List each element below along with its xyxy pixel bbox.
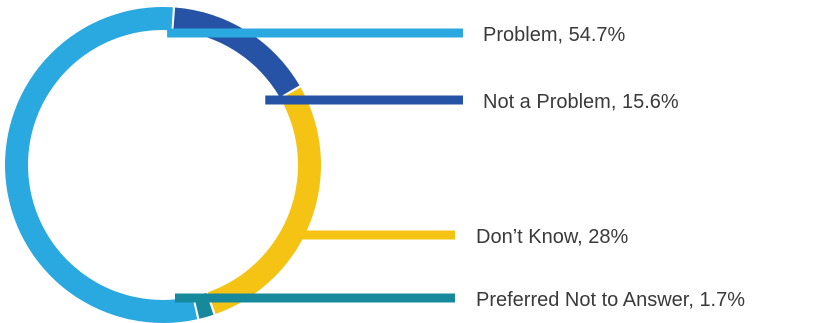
slice-labels: Problem, 54.7% Not a Problem, 15.6% Don’t … — [476, 24, 745, 311]
slice-don-t-know — [207, 87, 321, 314]
slice-label: Not a Problem, 15.6% — [483, 91, 679, 113]
slice-label: Problem, 54.7% — [483, 24, 626, 46]
slice-not-a-problem — [173, 7, 300, 98]
donut-slices — [5, 6, 321, 323]
slice-label: Preferred Not to Answer, 1.7% — [476, 289, 745, 311]
slice-label: Don’t Know, 28% — [476, 226, 629, 248]
leader-lines — [167, 28, 463, 303]
slice-problem — [5, 6, 198, 323]
